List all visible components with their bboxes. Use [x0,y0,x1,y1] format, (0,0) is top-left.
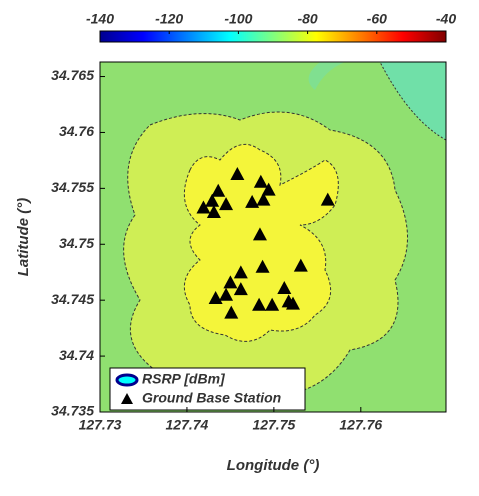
base-station [219,287,234,301]
base-station [261,182,276,196]
y-tick-label: 34.74 [59,347,94,363]
base-station [293,258,308,272]
colorbar-tick-label: -60 [367,11,387,27]
colorbar-tick-label: -120 [155,11,183,27]
x-tick-label: 127.73 [79,417,122,433]
legend-marker-icon [121,393,133,404]
base-station [252,297,267,311]
y-tick-label: 34.75 [59,235,94,251]
rsrp-field [100,62,446,412]
base-station [211,183,226,197]
x-tick-label: 127.76 [339,417,382,433]
base-station [285,296,300,310]
y-tick-label: 34.755 [51,179,94,195]
base-station [206,204,221,218]
colorbar [99,30,447,43]
legend-label: RSRP [dBm] [142,371,226,387]
colorbar-tick-label: -80 [297,11,317,27]
base-station [196,200,211,214]
base-station [219,197,234,211]
base-station [223,275,238,289]
plot-frame [99,61,447,413]
base-station [224,305,239,319]
base-station [208,291,223,305]
legend [109,367,306,411]
y-axis-label: Latitude (°) [15,198,32,277]
colorbar-tick-label: -140 [86,11,114,27]
base-station [205,193,220,207]
base-station [233,265,248,279]
colorbar-tick-label: -40 [436,11,456,27]
base-station [320,192,335,206]
y-tick-label: 34.765 [51,67,94,83]
base-station [265,297,280,311]
colorbar-tick-label: -100 [224,11,252,27]
base-station [252,227,267,241]
x-tick-label: 127.74 [166,417,209,433]
x-tick-label: 127.75 [252,417,295,433]
legend-label: Ground Base Station [142,390,281,406]
base-station [245,194,260,208]
base-station [256,192,271,206]
legend-field-icon [115,373,139,387]
y-tick-label: 34.735 [51,403,94,419]
base-station [230,166,245,180]
x-axis-label: Longitude (°) [227,457,320,474]
base-station [253,174,268,188]
base-station [277,280,292,294]
y-tick-label: 34.745 [51,291,94,307]
base-station [233,282,248,296]
y-tick-label: 34.76 [59,123,94,139]
base-station [255,259,270,273]
